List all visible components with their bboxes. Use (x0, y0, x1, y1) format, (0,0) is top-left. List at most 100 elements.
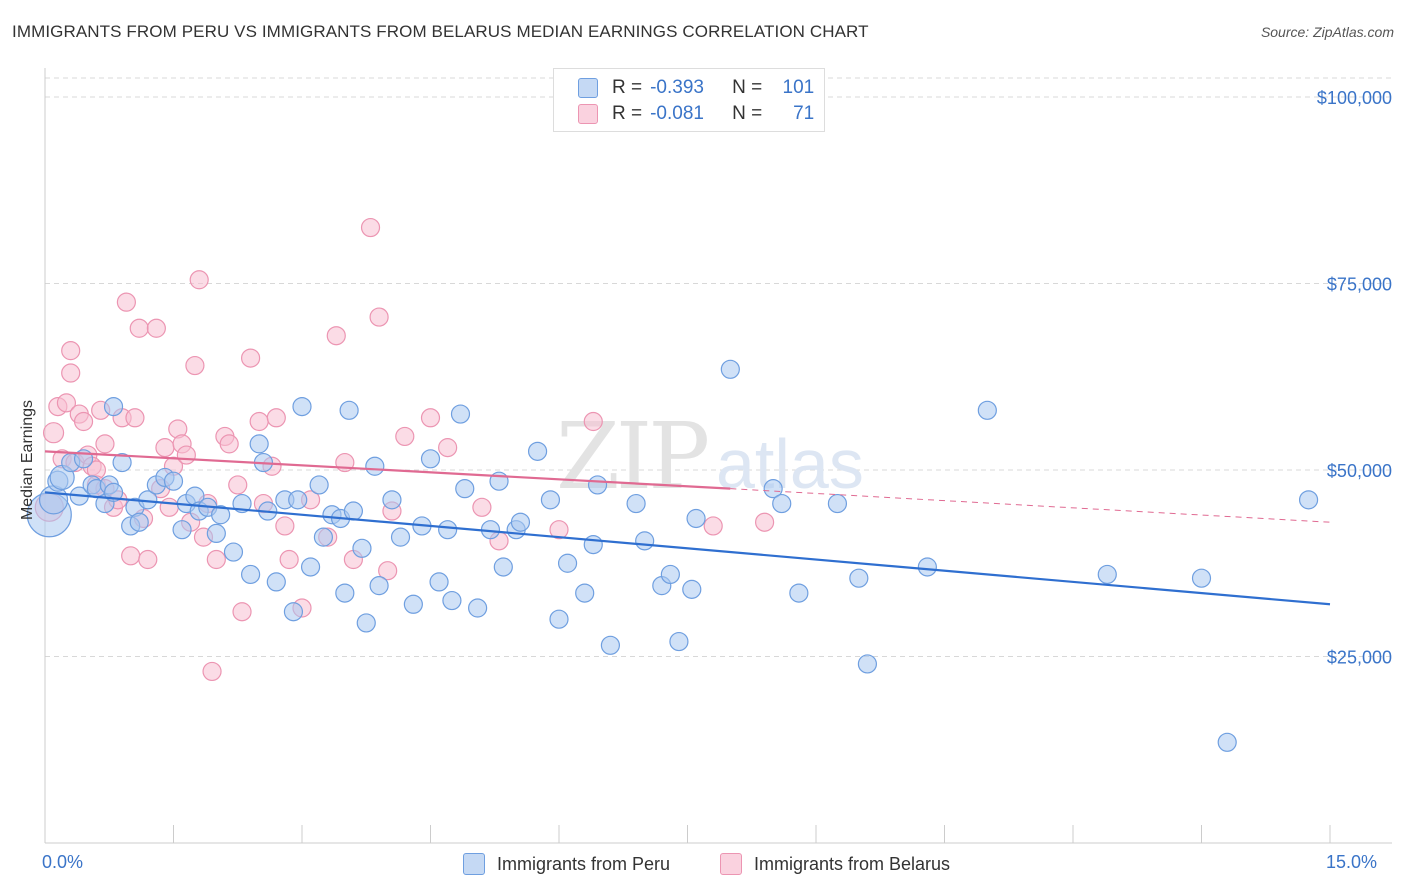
point-peru (335, 583, 355, 603)
trend-line-belarus (44, 450, 731, 490)
point-belarus (378, 561, 398, 581)
y-tick-label: $75,000 (1327, 275, 1392, 295)
point-peru (1191, 568, 1212, 588)
point-belarus (472, 497, 492, 517)
y-axis-title: Median Earnings (19, 399, 36, 521)
point-belarus (583, 411, 603, 432)
point-peru (849, 568, 869, 588)
point-peru (112, 452, 132, 473)
point-peru (626, 493, 646, 514)
point-peru (382, 490, 402, 510)
point-belarus (228, 475, 248, 495)
point-belarus (189, 270, 209, 290)
point-peru (241, 564, 261, 585)
chart-title: IMMIGRANTS FROM PERU VS IMMIGRANTS FROM … (12, 22, 869, 41)
point-peru (575, 583, 595, 603)
bottom-legend-swatch-peru (463, 853, 485, 875)
point-belarus (42, 422, 65, 444)
point-peru (172, 520, 192, 540)
point-belarus (326, 326, 346, 346)
point-peru (288, 490, 308, 510)
point-peru (1298, 490, 1319, 510)
legend-row-belarus: R = -0.081 N = 71 (578, 101, 814, 127)
bottom-legend-belarus: Immigrants from Belarus (720, 852, 950, 876)
legend-n-label-belarus: N = (732, 103, 763, 124)
point-peru (442, 590, 462, 611)
point-peru (365, 456, 385, 476)
x-tick-label-min: 0.0% (42, 852, 84, 872)
point-belarus (125, 408, 145, 428)
point-belarus (279, 549, 299, 570)
point-peru (283, 602, 304, 622)
point-belarus (138, 549, 158, 570)
point-belarus (438, 438, 458, 458)
point-belarus (219, 434, 239, 454)
point-peru (390, 527, 411, 547)
trend-line-peru (44, 491, 1331, 606)
bottom-legend-label-belarus: Immigrants from Belarus (754, 853, 951, 874)
point-peru (763, 479, 783, 499)
point-belarus (395, 426, 415, 447)
point-belarus (73, 411, 94, 432)
point-belarus (116, 292, 136, 312)
y-tick-label: $50,000 (1327, 461, 1392, 481)
point-peru (857, 654, 878, 674)
point-belarus (185, 355, 205, 376)
point-peru (1097, 564, 1117, 585)
point-peru (249, 434, 269, 454)
legend-r-value-peru: -0.393 (650, 77, 704, 98)
point-peru (352, 538, 372, 558)
point-belarus (159, 497, 179, 517)
watermark-zip: ZIP (556, 403, 707, 510)
point-belarus (61, 363, 81, 383)
point-peru (827, 493, 848, 514)
bottom-legend-label-peru: Immigrants from Peru (497, 853, 671, 874)
point-peru (339, 400, 359, 420)
point-peru (343, 501, 363, 521)
point-peru (635, 531, 655, 551)
legend-r-value-belarus: -0.081 (650, 103, 704, 124)
point-belarus (420, 408, 441, 428)
point-peru (292, 396, 312, 417)
point-peru (789, 583, 809, 603)
point-peru (583, 534, 603, 555)
point-peru (438, 520, 458, 540)
point-peru (309, 475, 329, 495)
legend: R = -0.393 N = 101 R = -0.081 N = 71 (553, 68, 825, 132)
point-belarus (206, 549, 226, 570)
point-belarus (146, 318, 166, 338)
point-peru (163, 471, 184, 491)
point-peru (977, 400, 997, 420)
point-belarus (129, 318, 149, 338)
point-peru (429, 572, 449, 592)
point-peru (669, 631, 689, 652)
bottom-legend-peru: Immigrants from Peru (463, 852, 670, 876)
point-peru (129, 512, 149, 532)
point-belarus (360, 217, 381, 238)
legend-swatch-peru (578, 78, 598, 98)
y-tick-label: $100,000 (1317, 88, 1392, 108)
legend-row-peru: R = -0.393 N = 101 (578, 75, 814, 101)
point-peru (223, 542, 244, 562)
point-peru (455, 479, 475, 499)
point-peru (1217, 732, 1237, 752)
point-peru (300, 557, 321, 577)
legend-swatch-belarus (578, 104, 598, 124)
point-belarus (549, 520, 569, 540)
point-peru (356, 613, 376, 633)
trend-line-belarus-extension (730, 488, 1331, 523)
legend-r-label-belarus: R = (612, 103, 643, 124)
point-peru (510, 512, 531, 532)
point-peru (557, 553, 578, 573)
point-peru (772, 493, 792, 514)
point-peru (313, 527, 334, 547)
point-peru (600, 635, 621, 655)
point-belarus (121, 546, 141, 566)
point-belarus (266, 408, 286, 428)
y-tick-label: $25,000 (1327, 648, 1392, 668)
point-peru (720, 359, 740, 379)
legend-n-value-belarus: 71 (793, 103, 815, 124)
watermark-atlas: atlas (716, 425, 864, 503)
x-tick-label-max: 15.0% (1326, 852, 1378, 872)
point-peru (369, 576, 389, 596)
